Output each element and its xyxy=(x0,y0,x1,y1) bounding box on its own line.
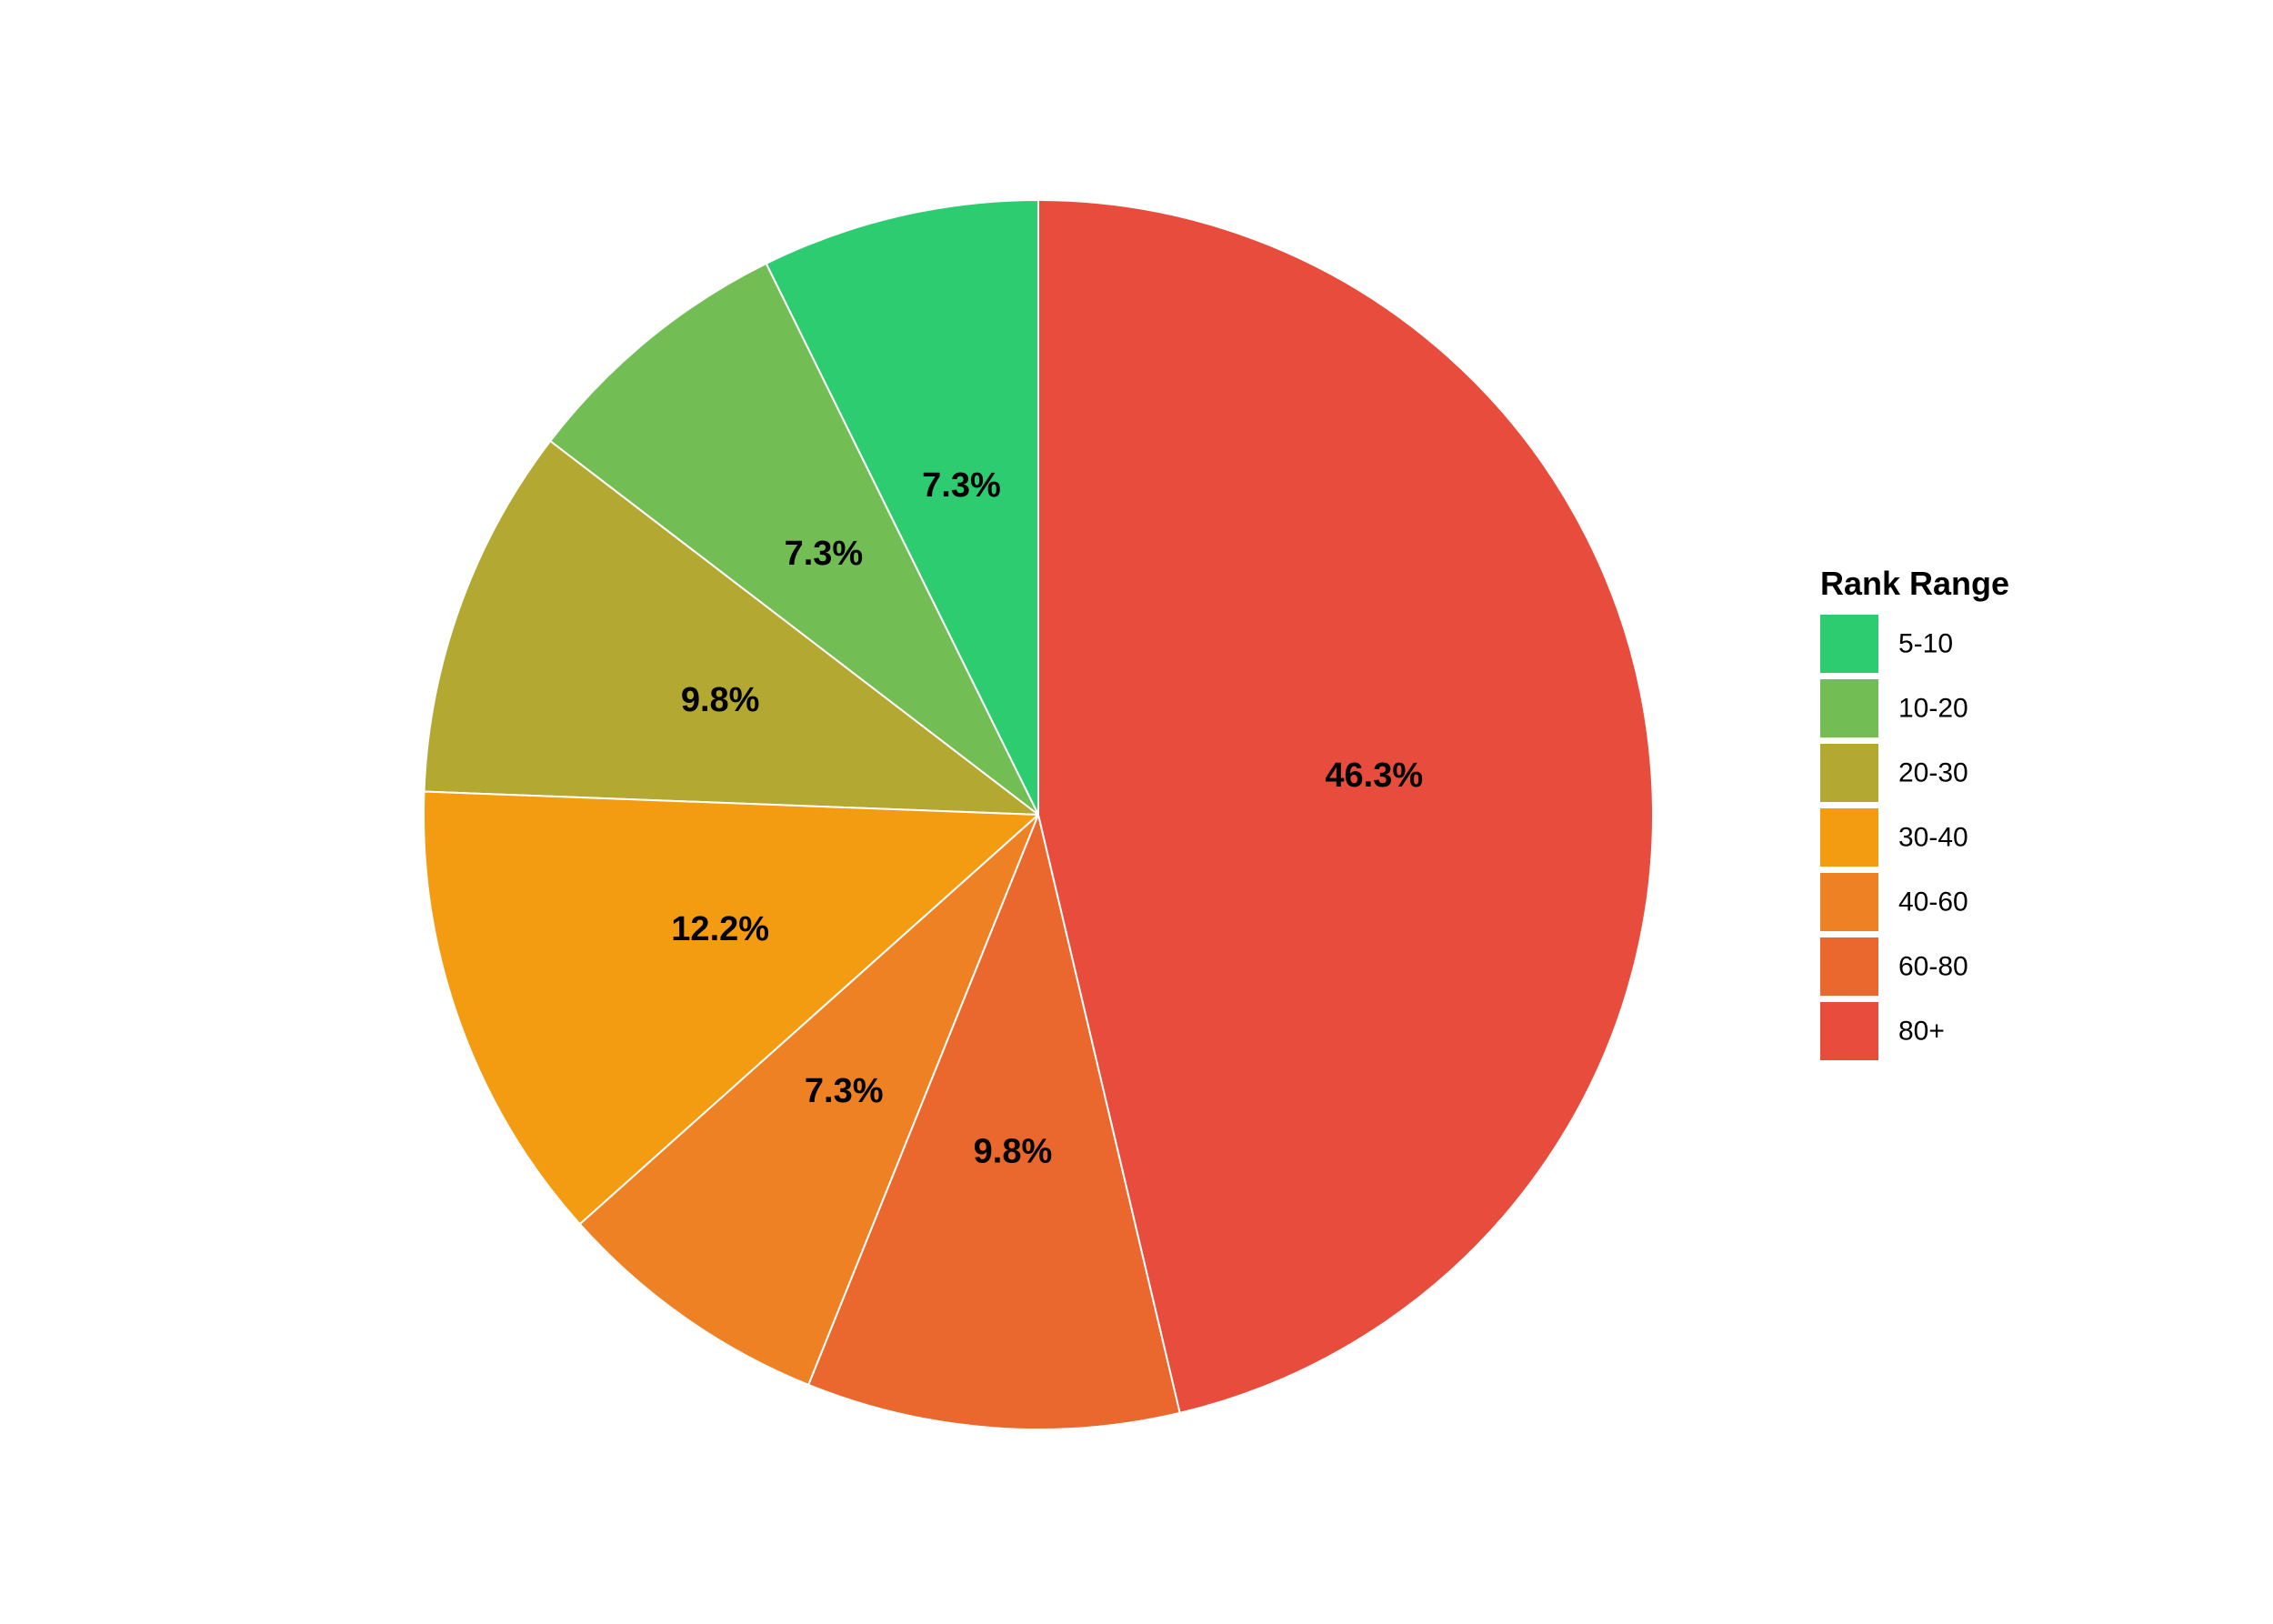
pie-slice-80plus xyxy=(1037,198,1654,1415)
legend-label: 80+ xyxy=(1898,1017,1945,1047)
slice-value-label: 9.8% xyxy=(974,1133,1053,1171)
legend-swatch xyxy=(1820,744,1878,802)
slice-value-label: 9.8% xyxy=(681,681,760,719)
legend-label: 5-10 xyxy=(1898,629,1953,659)
legend-label: 20-30 xyxy=(1898,758,1968,788)
legend-title: Rank Range xyxy=(1820,565,2009,602)
legend-swatch xyxy=(1820,937,1878,996)
slice-value-label: 46.3% xyxy=(1325,757,1423,795)
slice-value-label: 12.2% xyxy=(671,910,769,948)
pie-slice-40-60 xyxy=(578,814,1039,1387)
legend-swatch xyxy=(1820,808,1878,867)
legend-swatch xyxy=(1820,1002,1878,1060)
pie-slice-10-20 xyxy=(548,262,1039,816)
pie-slice-60-80 xyxy=(806,811,1181,1430)
legend-items: 5-10 10-20 20-30 30-40 40-60 60-80 80+ xyxy=(1820,615,1968,1060)
slice-value-label: 7.3% xyxy=(805,1072,884,1110)
slice-value-label: 7.3% xyxy=(922,466,1001,505)
legend-swatch xyxy=(1820,615,1878,673)
pie-slice-labels: 7.3% 7.3% 9.8% 12.2% 7.3% 9.8% 46.3% xyxy=(671,466,1423,1171)
legend: Rank Range 5-10 10-20 20-30 30-40 40-60 60-80… xyxy=(1820,565,2009,1060)
pie-slices xyxy=(423,198,1654,1430)
legend-swatch xyxy=(1820,873,1878,931)
legend-label: 40-60 xyxy=(1898,887,1968,917)
pie-slice-30-40 xyxy=(423,790,1041,1226)
legend-label: 60-80 xyxy=(1898,952,1968,982)
pie-slice-20-30 xyxy=(423,439,1042,817)
legend-label: 30-40 xyxy=(1898,823,1968,853)
pie-slice-5-10 xyxy=(765,198,1039,816)
legend-swatch xyxy=(1820,679,1878,737)
slice-value-label: 7.3% xyxy=(785,535,864,573)
legend-label: 10-20 xyxy=(1898,694,1968,724)
